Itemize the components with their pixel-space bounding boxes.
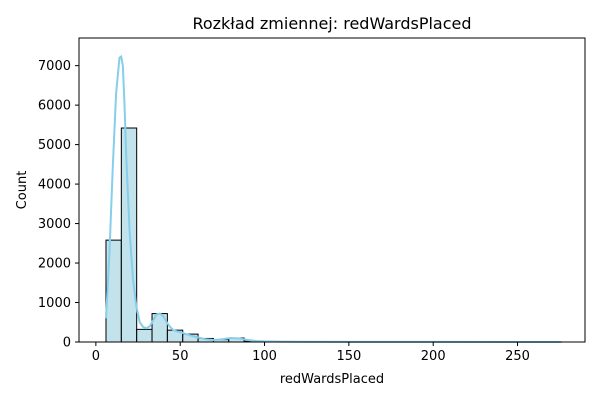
y-tick-label: 5000	[38, 138, 71, 153]
y-axis-label: Count	[15, 171, 30, 210]
y-tick-label: 3000	[38, 217, 71, 232]
y-tick-label: 7000	[38, 59, 71, 74]
y-tick-label: 1000	[38, 296, 71, 311]
histogram-bar	[136, 328, 153, 343]
x-tick-label: 100	[252, 349, 277, 364]
kde-line	[104, 54, 562, 343]
x-tick-label: 150	[336, 349, 361, 364]
chart-title: Rozkład zmiennej: redWardsPlaced	[192, 14, 471, 33]
x-tick-label: 0	[92, 349, 100, 364]
y-tick-label: 6000	[38, 99, 71, 114]
x-tick-label: 200	[421, 349, 446, 364]
x-tick-label: 250	[505, 349, 530, 364]
y-ticks: 0 1000 2000 3000 4000 5000 6000 7000	[38, 59, 79, 351]
x-ticks: 0 50 100 150 200 250	[92, 342, 530, 364]
x-tick-label: 50	[172, 349, 189, 364]
plot-frame	[78, 37, 586, 343]
y-tick-label: 4000	[38, 178, 71, 193]
y-tick-label: 0	[63, 336, 71, 351]
x-axis-label: redWardsPlaced	[280, 372, 384, 387]
y-tick-label: 2000	[38, 257, 71, 272]
